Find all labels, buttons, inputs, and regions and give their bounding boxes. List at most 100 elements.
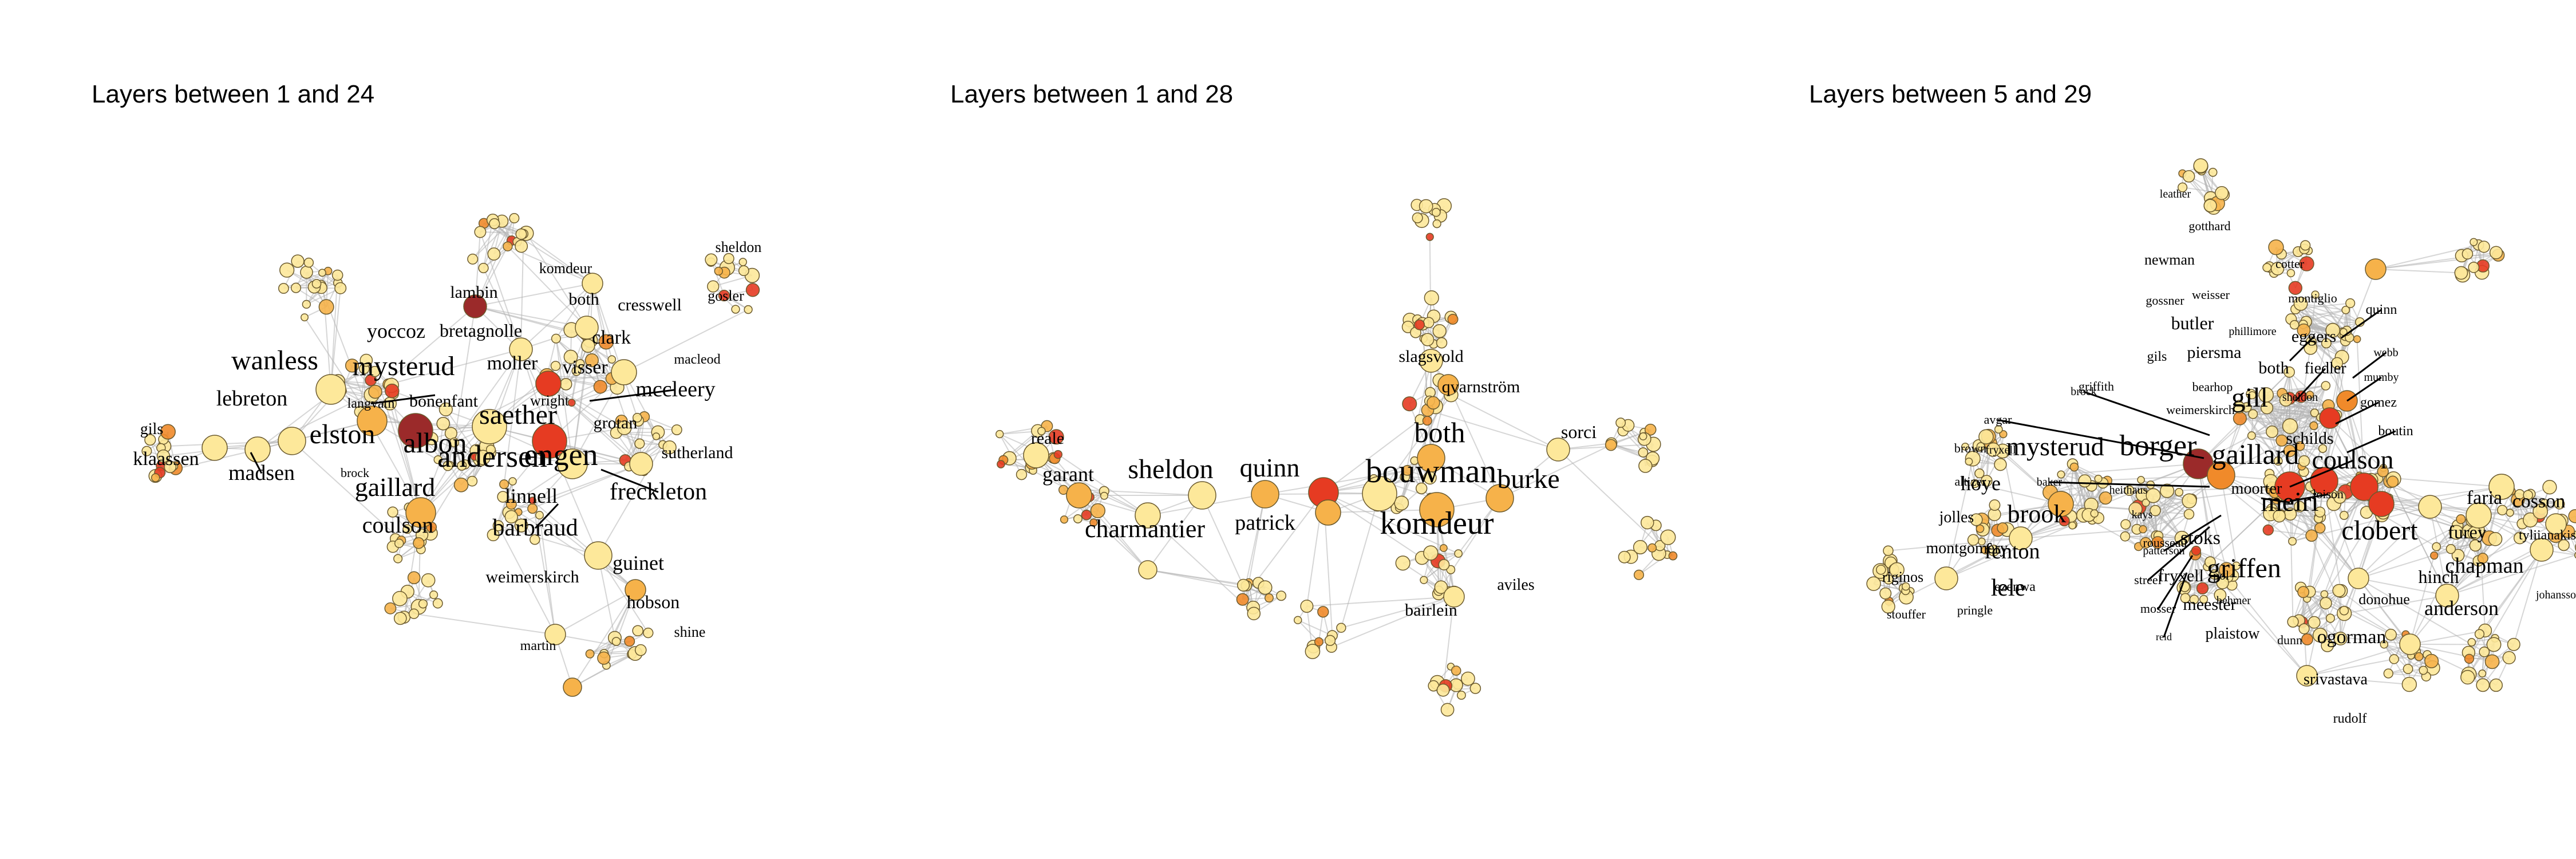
node-label: gils [140,420,163,438]
node-label: wanless [231,345,318,376]
edge [2468,652,2510,659]
edge [418,512,421,607]
node-label: bonenfant [409,392,479,411]
network-node [387,506,398,518]
edge [2375,244,2479,270]
network-node [1305,644,1321,659]
network-node [2215,186,2229,200]
network-node [2430,551,2439,560]
node-label: burke [1497,464,1559,494]
hub-node [2365,258,2387,280]
edge [572,589,636,688]
network-node [2182,493,2197,509]
network-node [291,254,305,268]
edge [2409,644,2496,686]
node-label: cosson [2512,491,2566,512]
edge [2138,463,2199,547]
network-node [301,313,309,322]
hub-node [2319,407,2341,429]
hub-node [2399,633,2421,655]
network-node [1422,416,1432,426]
network-node [718,290,730,302]
edge [2344,595,2448,614]
panel-1-title: Layers between 1 and 24 [92,80,375,108]
network-node [2542,480,2557,495]
network-node [607,355,617,364]
edge [2136,475,2222,530]
network-node [585,649,595,659]
network-node [745,283,760,297]
node-label: rousseau [2143,535,2187,550]
network-node [1314,637,1323,647]
edge [489,378,613,427]
leader-line [589,389,676,402]
edge [475,306,548,377]
network-node [1981,475,1993,487]
node-label: heithaus [2109,484,2148,497]
hub-node [315,374,346,405]
network-node [738,265,749,277]
network-node [2247,431,2256,440]
edge [330,275,338,390]
network-node [1431,208,1441,217]
network-node [2248,391,2257,400]
network-node [2214,589,2227,601]
node-label: gils [2147,349,2167,364]
network-node [597,651,611,665]
hub-node [1188,481,1216,510]
network-node [2160,483,2175,498]
network-node [278,283,289,294]
edge [1331,596,1455,648]
edge [2299,506,2359,579]
network-node [160,424,176,440]
hub-node [2418,495,2442,519]
network-node [429,590,438,600]
edge [2429,506,2448,596]
network-node [497,491,509,503]
hub-node [202,435,228,461]
network-node [2325,322,2341,338]
hub-node [1437,374,1459,396]
hub-node [629,452,653,476]
network-node [2120,531,2131,542]
node-label: elston [310,419,376,450]
network-node [1986,442,2001,457]
node-label: piersma [2187,343,2242,362]
network-node [2178,182,2188,192]
leader-line [1997,419,2204,459]
network-node [707,280,720,293]
network-node [2314,522,2326,534]
network-node [384,602,397,614]
node-label: mysterud [353,351,455,381]
node-label: furey [2448,522,2487,542]
edge [2300,303,2360,323]
edge [2358,506,2431,579]
node-label: gaillard [2212,438,2300,470]
network-node [2288,281,2302,295]
network-node [303,257,314,268]
network-node [575,358,585,369]
node-label: montiglio [2288,291,2337,305]
node-label: eggers [2291,327,2336,346]
edge [330,288,341,390]
panel-2-title: Layers between 1 and 28 [950,80,1234,108]
edge [2306,658,2395,676]
edge [548,383,617,434]
network-node [1618,550,1631,564]
edge [2221,475,2237,566]
node-label: riginos [1882,569,1923,585]
network-node [2275,434,2288,447]
node-label: anderson [2424,597,2499,620]
network-node [2297,323,2311,337]
edge [548,383,625,428]
network-node [1879,587,1892,600]
node-label: slagsvold [1398,347,1463,366]
edge [623,309,749,373]
network-node [2273,456,2283,466]
network-node [598,334,614,350]
node-label: barbraud [492,515,578,541]
node-label: fiedler [2304,360,2346,377]
hub-node [472,409,507,444]
network-node [714,266,723,276]
network-node [1436,337,1448,349]
